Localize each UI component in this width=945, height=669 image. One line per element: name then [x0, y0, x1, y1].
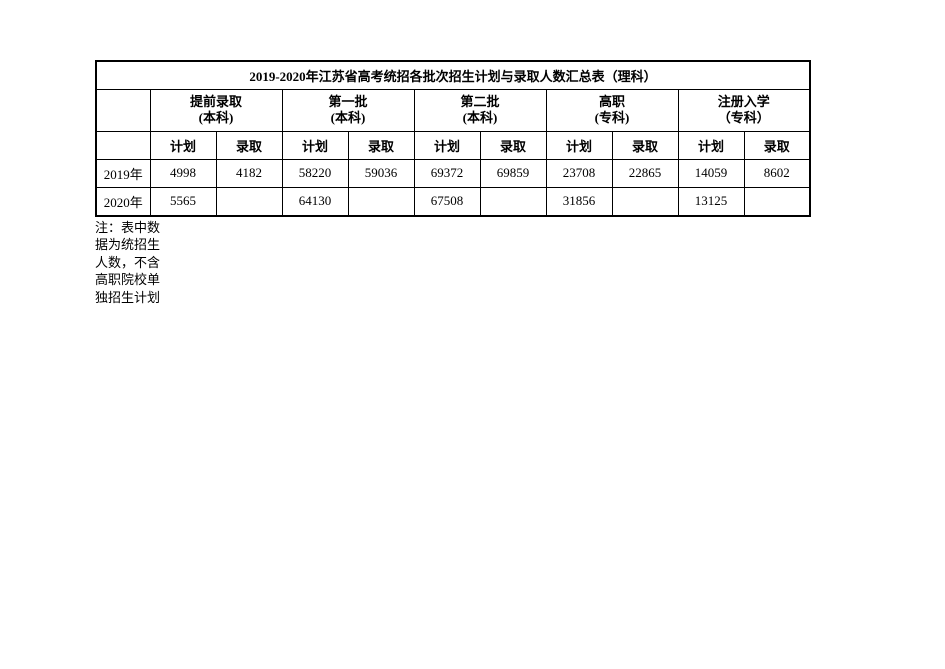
- row-1-c2: 64130: [282, 187, 348, 216]
- sub-0-admit: 录取: [216, 131, 282, 159]
- table-title: 2019-2020年江苏省高考统招各批次招生计划与录取人数汇总表（理科）: [96, 61, 810, 90]
- row-0-c2: 58220: [282, 159, 348, 187]
- sub-2-plan: 计划: [414, 131, 480, 159]
- col-group-4-line2: （专科）: [685, 110, 804, 126]
- row-0-c7: 22865: [612, 159, 678, 187]
- row-1-c6: 31856: [546, 187, 612, 216]
- table-row: 2019年 4998 4182 58220 59036 69372 69859 …: [96, 159, 810, 187]
- footnote: 注：表中数据为统招生人数，不含高职院校单独招生计划: [95, 219, 165, 307]
- row-0-c8: 14059: [678, 159, 744, 187]
- sub-0-plan: 计划: [150, 131, 216, 159]
- row-1-c5: [480, 187, 546, 216]
- col-group-0-line1: 提前录取: [157, 94, 276, 110]
- row-0-c3: 59036: [348, 159, 414, 187]
- col-group-3-line1: 高职: [553, 94, 672, 110]
- sub-blank: [96, 131, 150, 159]
- row-0-c5: 69859: [480, 159, 546, 187]
- row-1-c8: 13125: [678, 187, 744, 216]
- col-group-1-line2: (本科): [289, 110, 408, 126]
- row-0-c4: 69372: [414, 159, 480, 187]
- row-1-label: 2020年: [96, 187, 150, 216]
- col-year-blank: [96, 90, 150, 132]
- col-group-1-line1: 第一批: [289, 94, 408, 110]
- row-1-c3: [348, 187, 414, 216]
- col-group-4: 注册入学 （专科）: [678, 90, 810, 132]
- row-1-c9: [744, 187, 810, 216]
- sub-2-admit: 录取: [480, 131, 546, 159]
- sub-1-plan: 计划: [282, 131, 348, 159]
- col-group-0-line2: (本科): [157, 110, 276, 126]
- row-1-c0: 5565: [150, 187, 216, 216]
- row-0-label: 2019年: [96, 159, 150, 187]
- row-0-c6: 23708: [546, 159, 612, 187]
- row-0-c9: 8602: [744, 159, 810, 187]
- row-0-c1: 4182: [216, 159, 282, 187]
- summary-table: 2019-2020年江苏省高考统招各批次招生计划与录取人数汇总表（理科） 提前录…: [95, 60, 811, 217]
- row-1-c4: 67508: [414, 187, 480, 216]
- sub-4-plan: 计划: [678, 131, 744, 159]
- row-1-c1: [216, 187, 282, 216]
- col-group-4-line1: 注册入学: [685, 94, 804, 110]
- col-group-3-line2: (专科): [553, 110, 672, 126]
- row-0-c0: 4998: [150, 159, 216, 187]
- col-group-1: 第一批 (本科): [282, 90, 414, 132]
- sub-4-admit: 录取: [744, 131, 810, 159]
- row-1-c7: [612, 187, 678, 216]
- sub-3-plan: 计划: [546, 131, 612, 159]
- sub-3-admit: 录取: [612, 131, 678, 159]
- col-group-2: 第二批 (本科): [414, 90, 546, 132]
- col-group-0: 提前录取 (本科): [150, 90, 282, 132]
- col-group-2-line2: (本科): [421, 110, 540, 126]
- table-row: 2020年 5565 64130 67508 31856 13125: [96, 187, 810, 216]
- sub-1-admit: 录取: [348, 131, 414, 159]
- col-group-3: 高职 (专科): [546, 90, 678, 132]
- col-group-2-line1: 第二批: [421, 94, 540, 110]
